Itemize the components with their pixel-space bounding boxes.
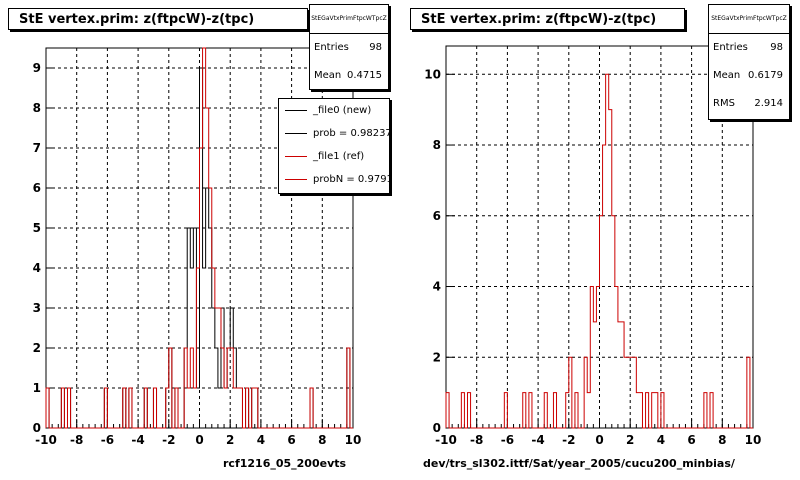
- pad1-legend: _file0 (new) prob = 0.982379 _file1 (ref…: [278, 98, 390, 194]
- y-tick-label: 1: [33, 381, 41, 395]
- stats-value: 98: [770, 42, 783, 53]
- y-tick-label: 2: [33, 341, 41, 355]
- x-tick-label: -10: [35, 433, 57, 447]
- x-tick-label: 6: [287, 433, 295, 447]
- y-tick-label: 10: [424, 67, 441, 81]
- x-tick-label: 0: [195, 433, 203, 447]
- pad2-stats-rms: RMS 2.914: [709, 90, 789, 118]
- stats-value: 98: [369, 42, 382, 53]
- x-tick-label: 6: [687, 433, 695, 447]
- legend-entry: _file1 (ref): [279, 145, 389, 168]
- y-tick-label: 8: [33, 101, 41, 115]
- legend-label: _file0 (new): [313, 105, 372, 116]
- y-tick-label: 2: [433, 350, 441, 364]
- histogram-series-1: [445, 73, 753, 429]
- y-tick-label: 3: [33, 301, 41, 315]
- pad2-stats-entries: Entries 98: [709, 34, 789, 62]
- x-tick-label: -8: [470, 433, 483, 447]
- pad1-stats-entries: Entries 98: [310, 34, 388, 62]
- legend-line-swatch: [285, 156, 307, 157]
- pad2-stats-mean: Mean 0.6179: [709, 62, 789, 90]
- x-tick-label: 0: [595, 433, 603, 447]
- x-tick-label: -4: [131, 433, 144, 447]
- pad2-footer-label: dev/trs_sl302.ittf/Sat/year_2005/cucu200…: [423, 457, 735, 470]
- x-tick-label: -10: [435, 433, 457, 447]
- y-tick-label: 6: [433, 209, 441, 223]
- x-tick-label: -6: [101, 433, 114, 447]
- stats-label: Entries: [713, 42, 748, 53]
- stats-value: 0.4715: [347, 70, 382, 81]
- legend-line-swatch: [285, 179, 307, 180]
- legend-entry: prob = 0.982379: [279, 122, 389, 145]
- pad2-histogram: -10 -8 -6 -4 -2 0 2 4 6 8 10 0 2 4 6 8 10: [424, 45, 762, 447]
- histogram-series-2: [45, 47, 353, 429]
- stats-label: Mean: [314, 70, 342, 81]
- x-tick-label: 4: [657, 433, 665, 447]
- pad1-title: StE vertex.prim: z(ftpcW)-z(tpc): [8, 8, 308, 30]
- legend-line-swatch: [285, 133, 307, 134]
- stats-value: 2.914: [754, 98, 783, 109]
- y-tick-label: 0: [33, 421, 41, 435]
- pad1-footer-label: rcf1216_05_200evts: [223, 457, 347, 470]
- stats-label: RMS: [713, 98, 735, 109]
- x-tick-label: -2: [162, 433, 175, 447]
- pad1-stats-box: StEGaVtxPrimFtpcWTpcZ Entries 98 Mean 0.…: [309, 4, 389, 90]
- y-tick-label: 0: [433, 421, 441, 435]
- x-tick-label: -8: [70, 433, 83, 447]
- y-tick-label: 4: [33, 261, 41, 275]
- y-tick-label: 7: [33, 141, 41, 155]
- legend-label: _file1 (ref): [313, 151, 365, 162]
- y-tick-label: 9: [33, 61, 41, 75]
- pad2-stats-name: StEGaVtxPrimFtpcWTpcZ: [709, 5, 789, 34]
- x-tick-label: -6: [501, 433, 514, 447]
- x-tick-label: 2: [626, 433, 634, 447]
- x-tick-label: 10: [745, 433, 762, 447]
- pad2-stats-box: StEGaVtxPrimFtpcWTpcZ Entries 98 Mean 0.…: [708, 4, 790, 120]
- x-tick-label: 10: [345, 433, 362, 447]
- x-tick-label: 8: [718, 433, 726, 447]
- pad2-title: StE vertex.prim: z(ftpcW)-z(tpc): [410, 8, 685, 30]
- pad1-stats-name: StEGaVtxPrimFtpcWTpcZ: [310, 5, 388, 34]
- stats-label: Entries: [314, 42, 349, 53]
- y-tick-label: 5: [33, 221, 41, 235]
- x-tick-label: -2: [562, 433, 575, 447]
- stats-value: 0.6179: [748, 70, 783, 81]
- legend-entry: _file0 (new): [279, 99, 389, 122]
- y-tick-label: 6: [33, 181, 41, 195]
- x-tick-label: -4: [531, 433, 544, 447]
- legend-label: probN = 0.979191: [313, 174, 389, 185]
- legend-line-swatch: [285, 110, 307, 111]
- legend-label: prob = 0.982379: [313, 128, 390, 139]
- pad1-stats-mean: Mean 0.4715: [310, 62, 388, 90]
- y-tick-label: 8: [433, 138, 441, 152]
- x-tick-label: 2: [226, 433, 234, 447]
- x-tick-label: 8: [318, 433, 326, 447]
- x-tick-label: 4: [257, 433, 265, 447]
- stats-label: Mean: [713, 70, 741, 81]
- legend-entry: probN = 0.979191: [279, 168, 389, 191]
- y-tick-label: 4: [433, 280, 441, 294]
